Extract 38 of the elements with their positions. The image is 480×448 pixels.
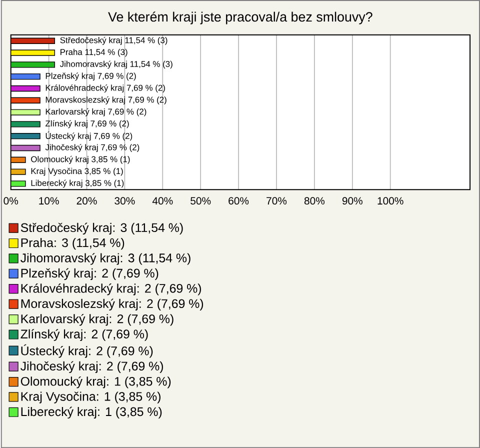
x-tick-label: 80%: [304, 197, 325, 204]
data-label: Zlínský kraj 7,69 % (2): [46, 120, 129, 128]
data-label: Jihomoravský kraj 11,54 % (3): [60, 60, 172, 69]
legend-label: Kraj Vysočina: 1 (3,85 %): [21, 392, 160, 404]
data-label: Liberecký kraj 3,85 % (1): [31, 180, 124, 188]
legend-label: Jihočeský kraj: 2 (7,69 %): [20, 361, 163, 373]
chart-title: Ve kterém kraji jste pracoval/a bez smlouvy?: [108, 12, 372, 24]
x-tick-label: 90%: [342, 197, 362, 204]
x-tick-label: 100%: [378, 197, 404, 204]
legend-label: Středočeský kraj: 3 (11,54 %): [20, 222, 183, 234]
legend-label: Olomoucký kraj: 1 (3,85 %): [20, 376, 171, 388]
x-tick-label: 50%: [190, 197, 211, 204]
x-tick-label: 70%: [266, 197, 287, 204]
x-tick-label: 60%: [228, 197, 249, 204]
x-tick-label: 0%: [4, 197, 18, 204]
legend-label: Plzeňský kraj: 2 (7,69 %): [21, 268, 158, 280]
legend-label: Ústecký kraj: 2 (7,69 %): [21, 344, 153, 358]
data-label: Kraj Vysočina 3,85 % (1): [31, 168, 123, 176]
data-label: Královéhradecký kraj 7,69 % (2): [46, 84, 165, 92]
legend-label: Moravskoslezský kraj: 2 (7,69 %): [21, 298, 204, 310]
legend-label: Praha: 3 (11,54 %): [21, 238, 124, 250]
data-label: Moravskoslezský kraj 7,69 % (2): [46, 96, 166, 104]
legend-label: Královéhradecký kraj: 2 (7,69 %): [21, 283, 202, 296]
data-label: Ústecký kraj 7,69 % (2): [46, 131, 132, 141]
data-label: Karlovarský kraj 7,69 % (2): [46, 108, 146, 116]
x-tick-label: 30%: [114, 197, 135, 204]
legend-label: Jihomoravský kraj: 3 (11,54 %): [20, 252, 190, 265]
legend-label: Liberecký kraj: 1 (3,85 %): [21, 406, 162, 418]
x-tick-label: 40%: [152, 197, 173, 204]
legend-label: Karlovarský kraj: 2 (7,69 %): [21, 314, 174, 326]
data-label: Středočeský kraj 11,54 % (3): [60, 36, 168, 45]
legend-label: Zlínský kraj: 2 (7,69 %): [20, 329, 148, 341]
data-label: Olomoucký kraj 3,85 % (1): [31, 156, 130, 164]
x-tick-label: 10%: [39, 197, 59, 204]
x-tick-label: 20%: [76, 197, 97, 204]
data-label: Jihočeský kraj 7,69 % (2): [45, 144, 140, 152]
data-label: Praha 11,54 % (3): [60, 48, 128, 57]
data-label: Plzeňský kraj 7,69 % (2): [46, 72, 136, 80]
